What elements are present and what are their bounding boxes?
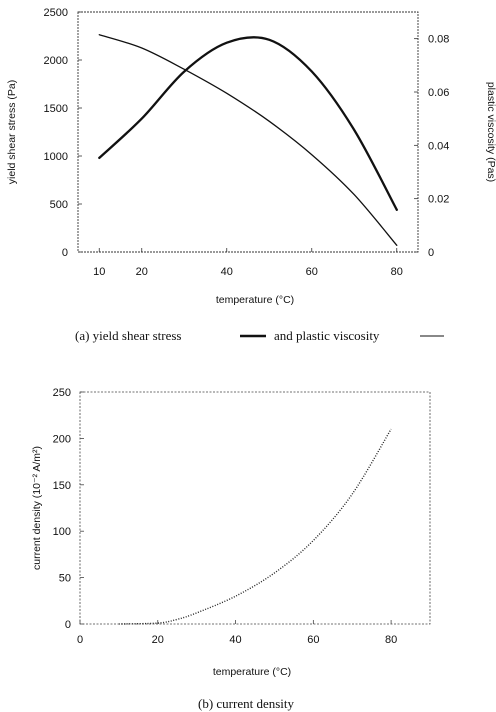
chart-a-plastic-viscosity-line	[98, 34, 398, 246]
chart-a-x-tick-label: 40	[221, 266, 233, 278]
chart-a-yield-stress-viscosity: 10 20 40 60 80 0 500 1000 1500 2000 2500 0 0.02 0.0…	[6, 7, 496, 343]
chart-a-caption: (a) yield shear stress	[75, 328, 182, 343]
chart-a-y-tick-label: 2000	[44, 55, 68, 67]
chart-a-y-tick-label: 1500	[44, 103, 68, 115]
chart-a-y2-tick-label: 0.02	[428, 194, 449, 206]
chart-a-y2-tick-label: 0.08	[428, 34, 449, 46]
chart-b-y-tick-label: 50	[59, 573, 71, 585]
chart-a-x-tick-label: 60	[306, 266, 318, 278]
chart-a-caption-mid: and plastic viscosity	[274, 328, 380, 343]
chart-b-x-tick-label: 20	[152, 634, 164, 646]
chart-a-y2-tick-label: 0.04	[428, 140, 449, 152]
chart-a-plot-frame	[77, 11, 419, 253]
chart-b-caption: (b) current density	[198, 696, 295, 711]
chart-b-x-axis-label: temperature (°C)	[213, 666, 291, 678]
chart-a-x-tick-label: 80	[391, 266, 403, 278]
chart-a-y-tick-label: 500	[50, 199, 68, 211]
chart-a-y2-tick-label: 0.06	[428, 87, 449, 99]
chart-b-y-tick-label: 200	[53, 433, 71, 445]
chart-a-y-tick-label: 1000	[44, 151, 68, 163]
chart-a-y-tick-label: 0	[62, 247, 68, 259]
chart-a-x-tick-label: 20	[136, 266, 148, 278]
chart-b-y-tick-label: 150	[53, 480, 71, 492]
chart-b-plot-frame	[79, 391, 431, 625]
chart-a-y2-axis-label: plastic viscosity (Pas)	[485, 82, 496, 182]
chart-a-y2-tick-label: 0	[428, 247, 434, 259]
chart-b-current-density: 0 20 40 60 80 0 50 100 150 200 250 current densit…	[31, 387, 431, 711]
chart-b-x-tick-label: 0	[77, 634, 83, 646]
chart-a-x-tick-label: 10	[93, 266, 105, 278]
chart-b-x-tick-label: 40	[229, 634, 241, 646]
chart-b-x-tick-label: 60	[307, 634, 319, 646]
chart-b-current-density-line	[118, 428, 392, 625]
chart-a-y-axis-label: yield shear stress (Pa)	[6, 80, 18, 184]
chart-a-x-axis-label: temperature (°C)	[216, 294, 294, 306]
chart-b-y-axis-label: current density (10⁻² A/m²)	[31, 446, 43, 570]
chart-b-y-tick-label: 100	[53, 526, 71, 538]
chart-b-y-tick-label: 0	[65, 619, 71, 631]
chart-b-y-tick-label: 250	[53, 387, 71, 399]
chart-a-y-tick-label: 2500	[44, 7, 68, 19]
chart-b-x-tick-label: 80	[385, 634, 397, 646]
chart-a-yield-shear-stress-line	[98, 36, 398, 211]
chart-a-caption-part1: (a) yield shear stress	[75, 328, 182, 343]
